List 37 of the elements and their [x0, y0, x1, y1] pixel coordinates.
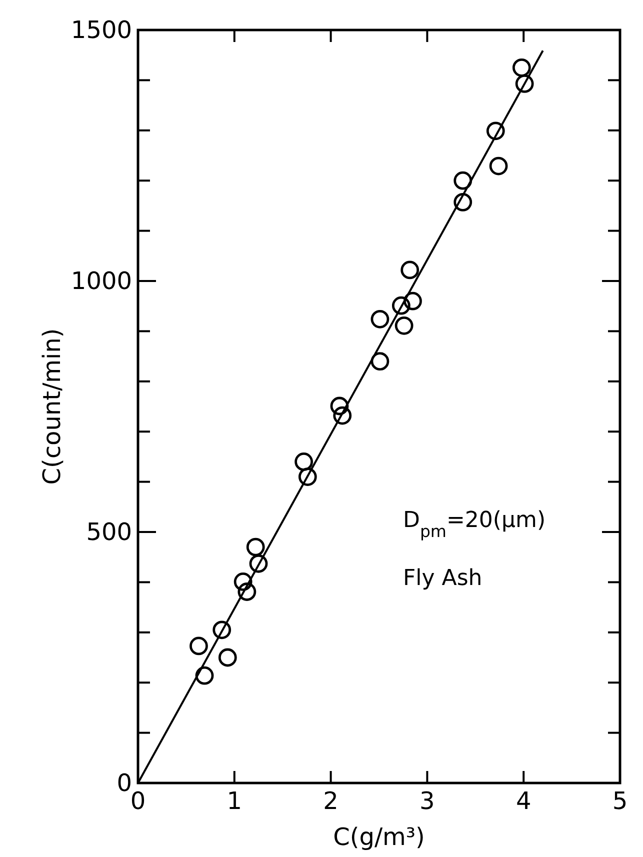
x-tick-label: 1	[226, 787, 242, 815]
point	[370, 352, 390, 371]
x-tick-label: 2	[323, 787, 338, 815]
point	[370, 310, 390, 328]
y-tick-label: 0	[116, 769, 132, 797]
point	[512, 58, 531, 77]
annotation: Fly Ash	[403, 566, 482, 591]
point	[330, 396, 349, 416]
x-axis-title: C(g/m³)	[333, 823, 425, 851]
x-tick-label: 3	[420, 787, 435, 815]
point	[400, 260, 420, 280]
point	[454, 171, 472, 190]
point	[333, 406, 352, 425]
point	[195, 666, 214, 685]
point	[212, 620, 232, 640]
annotation: D$_{pm}$=20(μm)	[403, 508, 546, 540]
point	[394, 316, 414, 335]
point	[454, 192, 472, 212]
point	[404, 292, 422, 310]
point	[294, 452, 314, 471]
point	[190, 636, 208, 656]
point	[218, 648, 237, 667]
point	[246, 538, 265, 556]
point	[238, 582, 256, 601]
x-tick-label: 4	[516, 787, 532, 815]
y-tick-label: 1000	[70, 267, 132, 295]
point	[486, 122, 505, 140]
point	[249, 554, 268, 573]
point	[515, 74, 534, 93]
point	[234, 572, 252, 591]
y-axis-title: C(count/min)	[38, 328, 66, 485]
y-tick-label: 500	[86, 518, 132, 546]
point	[392, 296, 410, 315]
point	[489, 156, 508, 176]
x-tick-label: 5	[612, 787, 628, 815]
point	[298, 468, 317, 486]
y-tick-label: 1500	[70, 16, 132, 44]
